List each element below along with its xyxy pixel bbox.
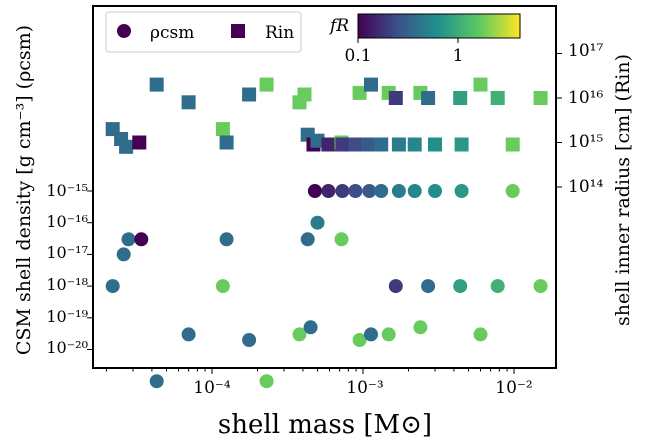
rin-square-point (219, 135, 234, 150)
y-right-tick-label: 10¹⁶ (568, 88, 603, 108)
rin-square-point (362, 137, 377, 152)
rin-square-point (421, 91, 436, 105)
rho-circle-point (505, 184, 520, 198)
rho-circle-point (321, 184, 336, 198)
y-left-tick-label: 10⁻¹⁷ (46, 243, 88, 262)
colorbar-title: fR (328, 16, 349, 36)
rin-square-point (321, 137, 336, 152)
rin-square-point (132, 135, 147, 150)
rho-circle-point (134, 232, 149, 247)
colorbar-tick-label: 0.1 (344, 46, 371, 66)
legend-marker-square (231, 24, 245, 38)
rin-square-point (149, 77, 164, 92)
x-tick-label: 10⁻² (495, 378, 532, 398)
rin-square-point (259, 77, 274, 92)
rin-square-point (348, 137, 363, 152)
rin-square-point (335, 137, 350, 152)
y-right-tick-label: 10¹⁷ (568, 41, 603, 61)
rho-circle-point (300, 232, 315, 247)
rin-square-point (490, 91, 505, 105)
rin-square-point (352, 85, 367, 100)
y-left-tick-label: 10⁻¹⁵ (46, 181, 88, 200)
axis-ticks (87, 53, 562, 374)
rho-circle-point (116, 247, 131, 262)
rho-circle-point (242, 333, 257, 347)
rho-circle-point (334, 232, 349, 247)
rho-circle-point (352, 333, 367, 347)
rin-square-point (388, 91, 403, 105)
rho-circle-point (181, 327, 196, 342)
rho-circle-point (413, 320, 428, 335)
rho-circle-point (407, 184, 422, 198)
y-left-tick-label: 10⁻²⁰ (46, 338, 88, 357)
rho-circle-point (381, 327, 396, 342)
rin-square-point (407, 137, 422, 152)
rin-square-point (533, 91, 548, 105)
rho-circle-point (219, 232, 234, 247)
legend: ρcsm Rin (105, 11, 302, 53)
colorbar: fR 0.1 1 (328, 13, 521, 66)
rho-circle-point (490, 279, 505, 294)
legend-box (105, 11, 302, 53)
rho-circle-point (388, 279, 403, 294)
y-right-tick-label: 10¹⁴ (568, 177, 603, 197)
rin-square-point (297, 87, 312, 102)
rho-circle-point (473, 327, 488, 342)
x-tick-label: 10⁻³ (346, 378, 383, 398)
rin-square-point (391, 137, 406, 152)
rin-square-point (473, 77, 488, 92)
rin-square-point (215, 122, 230, 137)
legend-label: Rin (265, 23, 294, 43)
rho-circle-point (121, 232, 136, 247)
rin-square-point (505, 137, 520, 152)
rho-circle-point (364, 327, 378, 342)
rin-square-point (453, 91, 468, 105)
y-right-axis-label: shell inner radius [cm] (Rin) (612, 54, 634, 326)
rho-circle-point (428, 184, 442, 198)
rho-circle-point (391, 184, 406, 198)
rho-circle-point (453, 279, 468, 294)
y-left-tick-label: 10⁻¹⁹ (46, 307, 88, 326)
rho-circle-point (215, 279, 230, 294)
colorbar-tick-label: 1 (453, 46, 464, 66)
x-axis-label: shell mass [M⊙] (218, 410, 432, 440)
rho-circle-point (149, 374, 164, 389)
data-points (105, 77, 548, 389)
legend-marker-circle (117, 24, 131, 38)
rho-circle-point (307, 184, 322, 198)
rho-circle-point (310, 215, 325, 230)
rho-circle-point (533, 279, 548, 294)
rin-square-point (428, 137, 442, 152)
rin-square-point (310, 133, 325, 148)
rin-square-point (364, 77, 378, 92)
rho-circle-point (292, 327, 307, 342)
rho-circle-point (362, 184, 377, 198)
rho-circle-point (303, 320, 318, 335)
rho-circle-point (335, 184, 350, 198)
colorbar-gradient (357, 13, 521, 39)
rho-circle-point (421, 279, 436, 294)
rin-square-point (242, 87, 257, 102)
y-left-tick-label: 10⁻¹⁶ (46, 212, 88, 231)
rho-circle-point (454, 184, 469, 198)
x-tick-label: 10⁻⁴ (193, 378, 231, 398)
y-left-tick-label: 10⁻¹⁸ (46, 275, 88, 294)
rin-square-point (374, 137, 389, 152)
y-left-axis-label: CSM shell density [g cm⁻³] (ρcsm) (13, 25, 35, 355)
rin-square-point (454, 137, 469, 152)
rho-circle-point (348, 184, 363, 198)
rho-circle-point (259, 374, 274, 389)
rin-square-point (181, 95, 196, 110)
rho-circle-point (374, 184, 389, 198)
rho-circle-point (105, 279, 120, 294)
legend-label: ρcsm (150, 23, 194, 43)
y-right-tick-label: 10¹⁵ (568, 132, 603, 152)
rin-square-point (119, 139, 134, 154)
